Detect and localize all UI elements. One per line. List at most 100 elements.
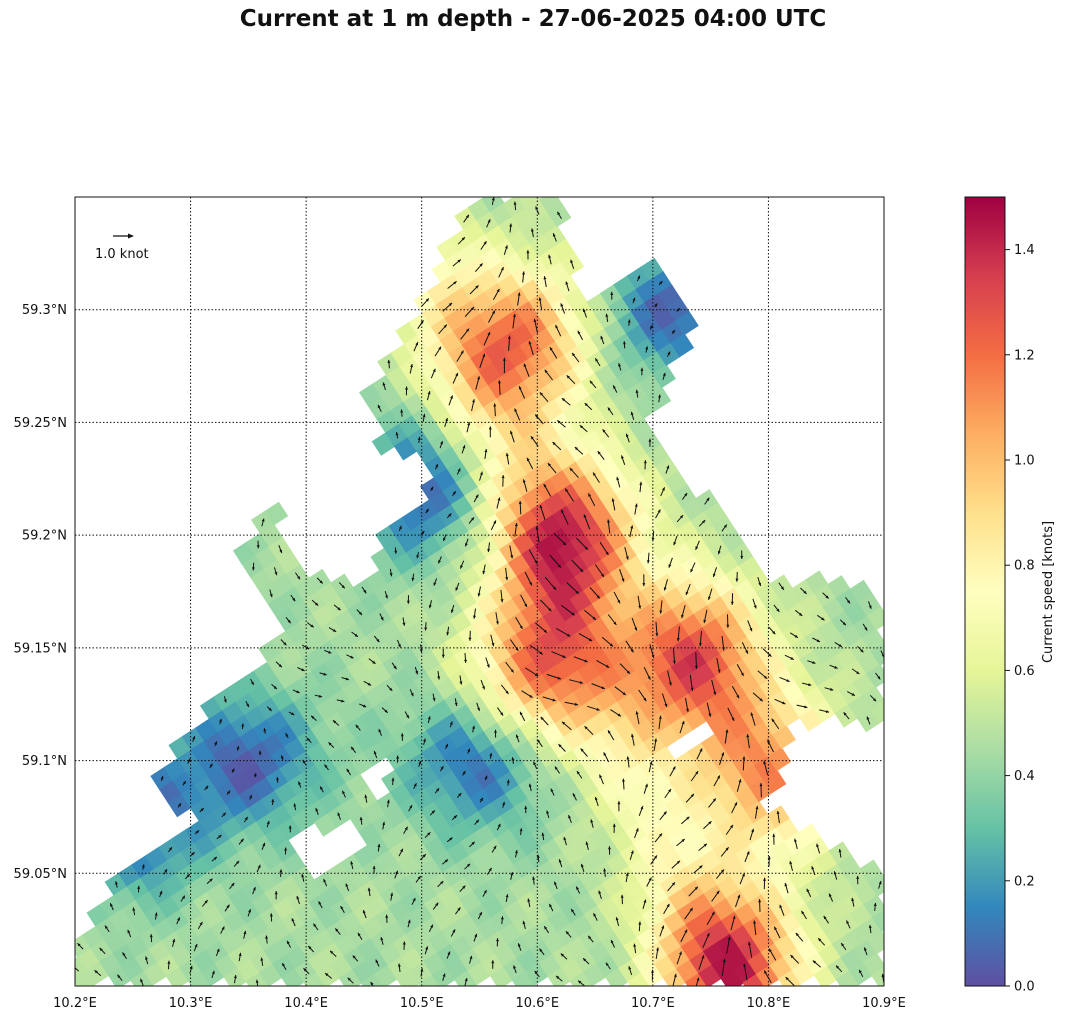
current-arrow-head bbox=[425, 298, 429, 302]
current-arrow-head bbox=[532, 876, 536, 880]
current-arrow-head bbox=[306, 737, 310, 742]
current-arrow-head bbox=[727, 936, 731, 940]
current-arrow-head bbox=[292, 597, 296, 602]
current-arrow-head bbox=[436, 788, 440, 792]
speed-cell bbox=[627, 972, 651, 986]
current-arrow-head bbox=[341, 699, 345, 703]
current-arrow-head bbox=[167, 960, 171, 964]
current-arrow-head bbox=[786, 679, 790, 682]
current-arrow-head bbox=[115, 881, 118, 885]
current-arrow-head bbox=[452, 491, 456, 495]
current-arrow-head bbox=[404, 826, 408, 831]
current-arrow-head bbox=[145, 956, 148, 960]
current-arrow-head bbox=[510, 669, 514, 673]
current-arrow-head bbox=[443, 324, 447, 328]
current-arrow-head bbox=[268, 707, 272, 711]
current-arrow-head bbox=[654, 303, 658, 307]
current-arrow-head bbox=[320, 786, 323, 790]
current-arrow-head bbox=[243, 930, 247, 935]
current-arrow-head bbox=[269, 594, 273, 598]
current-arrow-head bbox=[856, 875, 860, 879]
current-arrow-head bbox=[608, 846, 611, 850]
current-arrow-head bbox=[127, 929, 131, 934]
current-arrow-head bbox=[213, 856, 217, 860]
current-arrow-head bbox=[449, 837, 453, 841]
current-arrow-head bbox=[671, 330, 675, 334]
speed-cell bbox=[281, 967, 305, 986]
colorbar-tick-label: 1.0 bbox=[1014, 454, 1035, 469]
current-arrow-head bbox=[763, 761, 767, 765]
current-arrow-head bbox=[318, 901, 322, 905]
current-arrow-head bbox=[672, 766, 676, 770]
speed-cell bbox=[418, 974, 441, 986]
current-arrow-head bbox=[637, 275, 640, 279]
current-arrow-head bbox=[205, 785, 209, 789]
speed-cell bbox=[684, 972, 708, 986]
speed-cell bbox=[670, 333, 695, 358]
current-arrow-head bbox=[588, 638, 593, 641]
current-arrow-head bbox=[241, 723, 245, 727]
current-arrow-head bbox=[364, 794, 368, 798]
current-arrow-head bbox=[617, 801, 621, 805]
current-arrow-head bbox=[599, 774, 603, 778]
current-arrow-head bbox=[475, 285, 479, 289]
current-arrow-head bbox=[269, 913, 273, 917]
current-arrow-head bbox=[482, 570, 486, 575]
current-arrow-head bbox=[467, 422, 471, 426]
current-arrow-head bbox=[500, 599, 504, 603]
current-arrow-head bbox=[410, 692, 414, 697]
current-arrow-head bbox=[742, 873, 745, 877]
current-arrow-head bbox=[556, 975, 560, 979]
current-arrow-head bbox=[730, 601, 734, 605]
current-arrow-head bbox=[450, 395, 453, 399]
current-arrow-head bbox=[541, 832, 545, 836]
current-arrow-head bbox=[618, 363, 621, 367]
current-arrow-head bbox=[522, 920, 526, 925]
current-arrow-head bbox=[487, 332, 491, 336]
speed-cell bbox=[396, 969, 421, 986]
current-arrow-head bbox=[646, 560, 650, 564]
current-arrow-head bbox=[799, 612, 803, 616]
current-arrow-head bbox=[483, 890, 487, 894]
current-arrow-head bbox=[561, 398, 566, 402]
current-arrow-head bbox=[440, 441, 443, 445]
current-arrow-head bbox=[466, 863, 471, 867]
current-arrow-head bbox=[308, 945, 312, 950]
current-arrow-head bbox=[474, 933, 478, 938]
current-arrow-head bbox=[725, 847, 729, 851]
current-arrow-head bbox=[740, 672, 744, 676]
current-arrow-head bbox=[505, 577, 509, 581]
current-arrow-head bbox=[617, 713, 621, 717]
current-arrow-head bbox=[838, 849, 842, 853]
current-arrow-head bbox=[313, 923, 317, 927]
current-arrow-head bbox=[187, 758, 191, 762]
current-arrow-head bbox=[519, 828, 523, 832]
current-arrow-head bbox=[477, 376, 480, 380]
current-arrow-head bbox=[649, 325, 653, 329]
current-arrow-head bbox=[477, 593, 481, 597]
current-arrow-head bbox=[533, 318, 537, 323]
current-arrow-head bbox=[690, 687, 694, 691]
current-arrow-head bbox=[574, 447, 578, 451]
current-arrow-head bbox=[372, 865, 376, 869]
current-arrow-head bbox=[182, 781, 186, 785]
current-arrow-head bbox=[662, 487, 665, 491]
current-arrow-head bbox=[560, 303, 564, 307]
current-arrow-head bbox=[303, 968, 307, 972]
current-arrow-head bbox=[648, 438, 652, 442]
current-arrow-head bbox=[668, 682, 672, 686]
current-arrow-head bbox=[611, 498, 615, 502]
current-arrow-head bbox=[248, 909, 251, 913]
current-arrow-head bbox=[169, 847, 172, 851]
current-arrow-head bbox=[486, 664, 490, 668]
current-arrow-head bbox=[580, 863, 584, 868]
current-arrow-head bbox=[654, 855, 657, 859]
speed-cell bbox=[862, 952, 884, 977]
current-arrow-head bbox=[751, 828, 754, 833]
current-arrow-head bbox=[192, 736, 196, 740]
current-arrow-head bbox=[351, 746, 355, 751]
current-arrow-head bbox=[468, 637, 472, 641]
current-arrow-head bbox=[435, 464, 438, 468]
speed-cell bbox=[481, 197, 505, 213]
